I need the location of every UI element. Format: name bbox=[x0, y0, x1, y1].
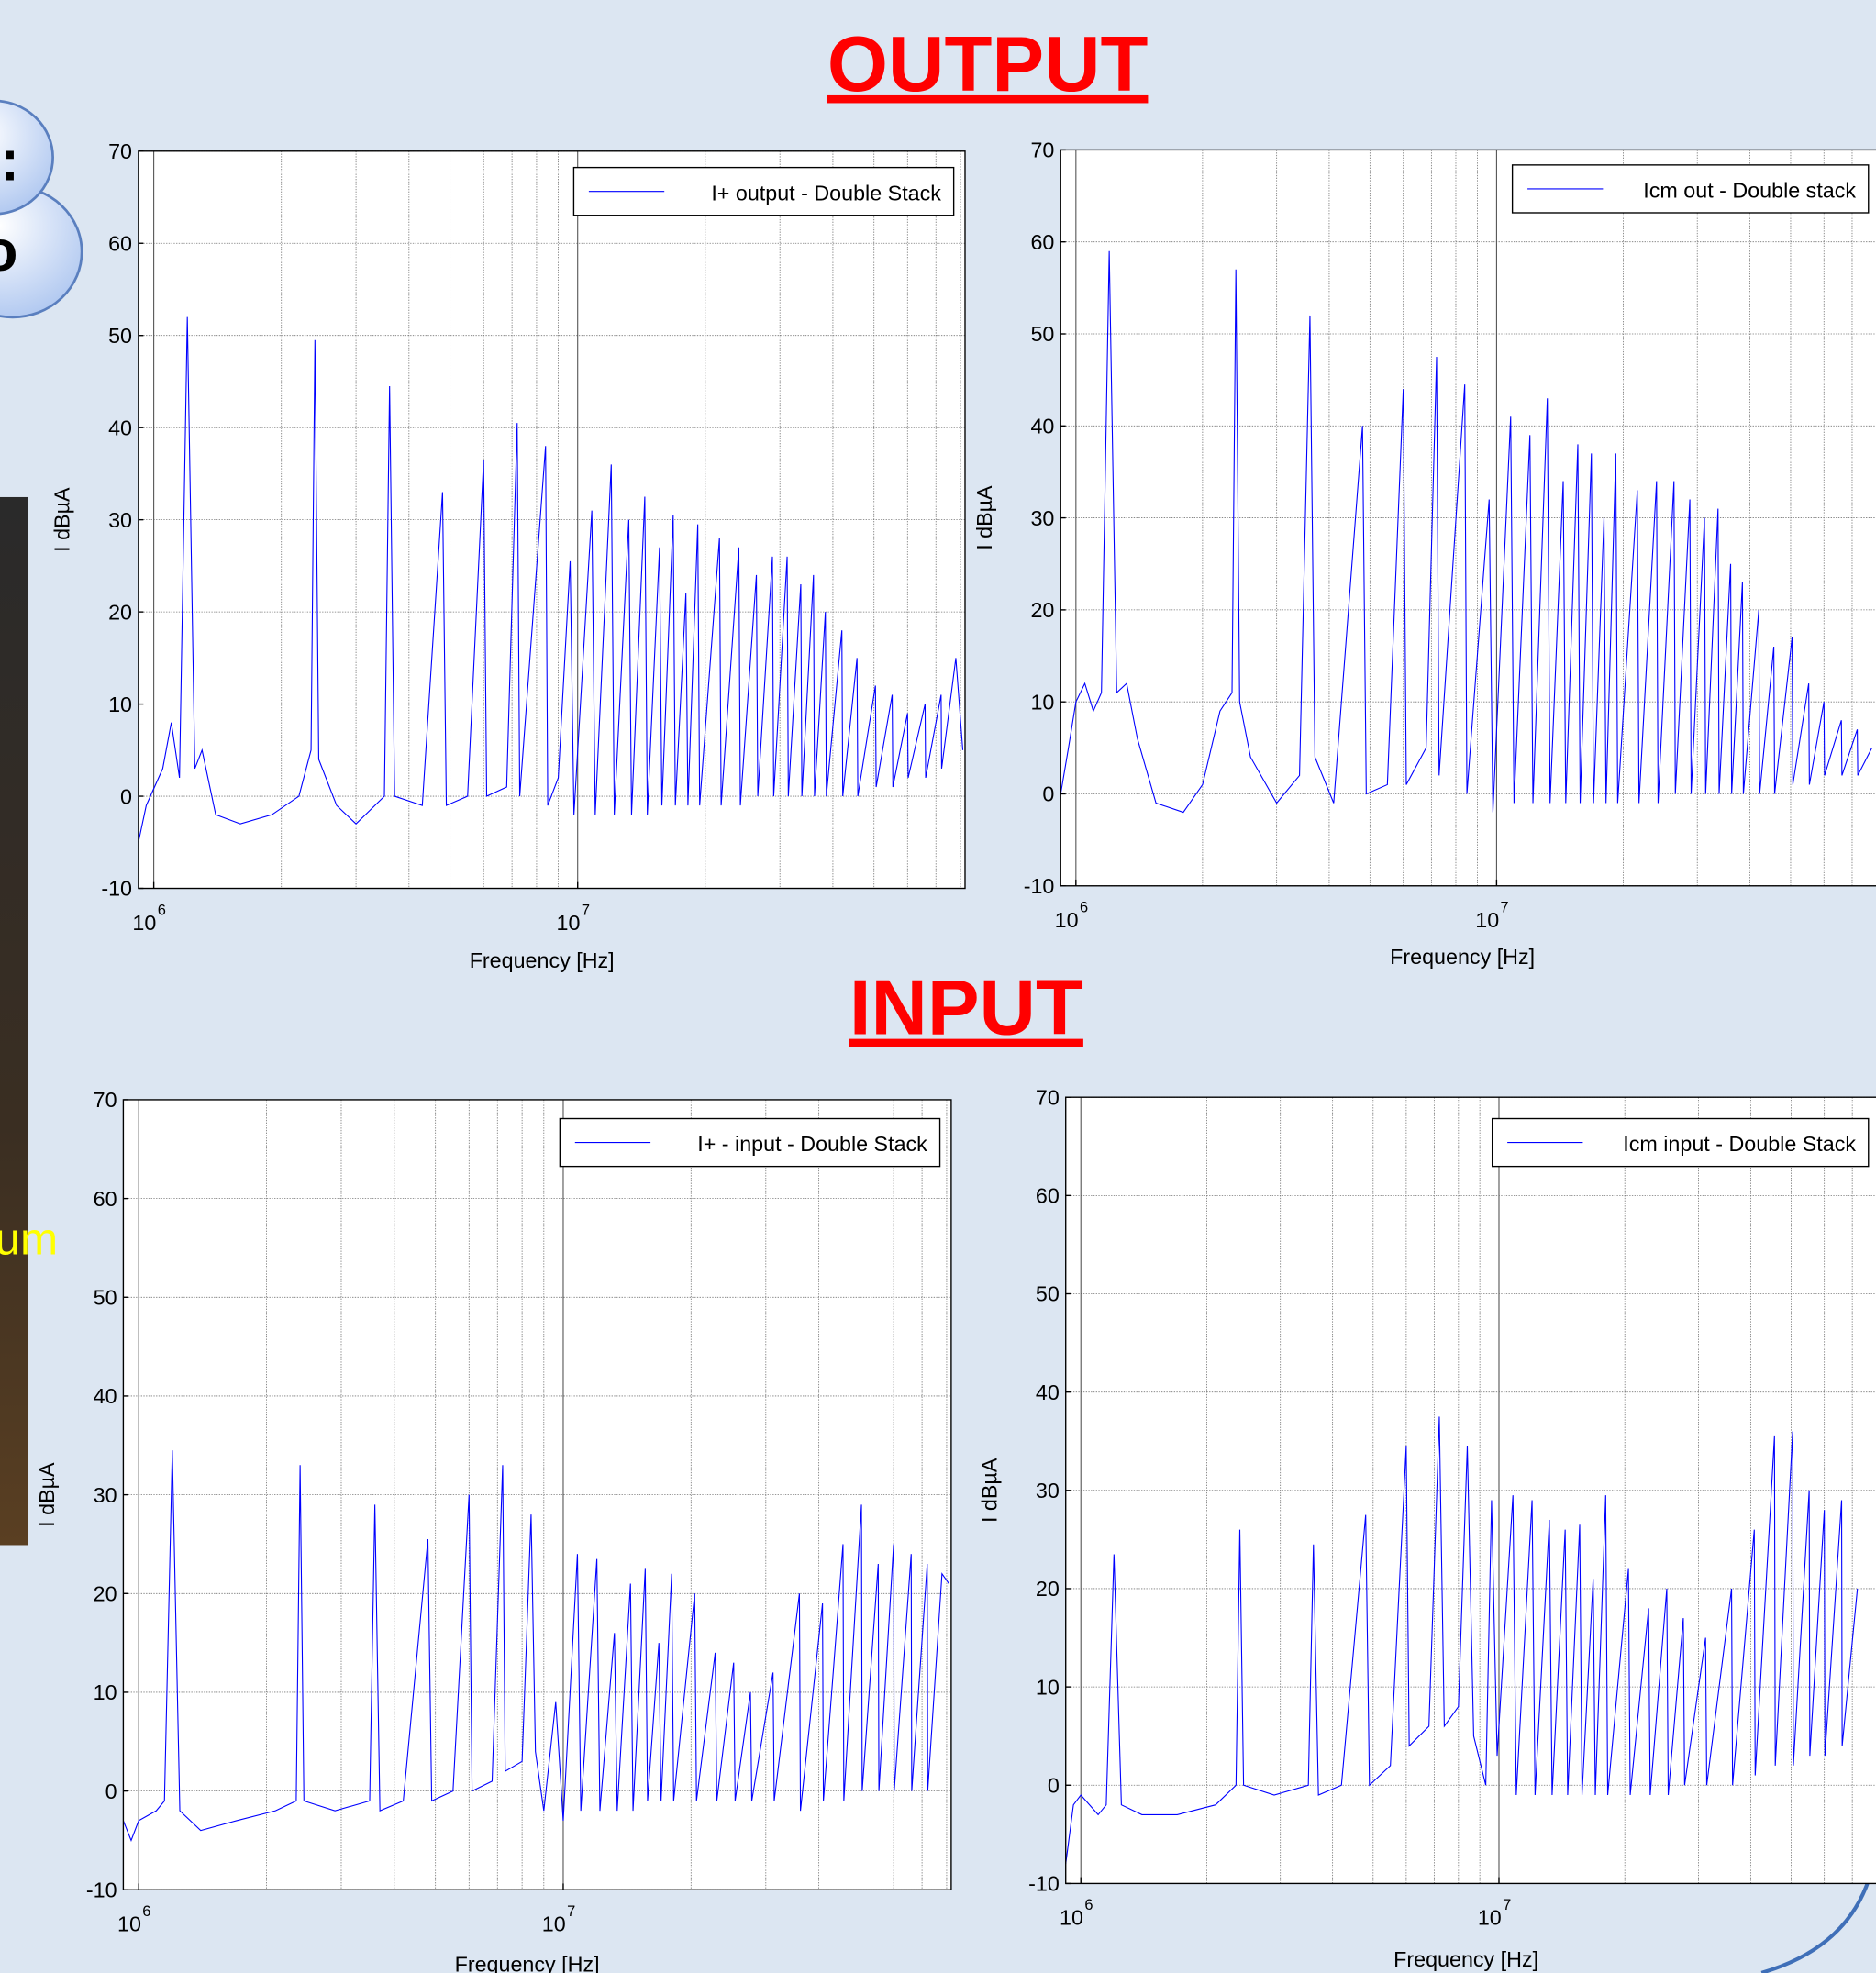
slide: : o um OUTPUT INPUT -1001020304050607010… bbox=[0, 0, 1876, 1973]
y-axis-label: I dBµA bbox=[977, 1458, 1001, 1523]
y-tick-label: 50 bbox=[108, 324, 132, 348]
x-tick-label: 10 bbox=[1478, 1906, 1502, 1930]
y-tick-label: 20 bbox=[108, 600, 132, 624]
x-tick-exponent: 6 bbox=[158, 902, 166, 918]
y-tick-label: 30 bbox=[1036, 1479, 1060, 1502]
legend-label: Icm input - Double Stack bbox=[1623, 1132, 1856, 1156]
y-tick-label: -10 bbox=[1028, 1872, 1060, 1896]
legend-label: I+ - input - Double Stack bbox=[697, 1132, 927, 1156]
photo bbox=[0, 497, 28, 1546]
x-tick-label: 10 bbox=[117, 1912, 141, 1936]
y-axis-label: I dBµA bbox=[35, 1462, 59, 1527]
y-tick-label: -10 bbox=[1024, 874, 1055, 898]
x-tick-label: 10 bbox=[132, 911, 156, 935]
y-tick-label: 30 bbox=[1030, 506, 1054, 530]
page: : o um OUTPUT INPUT -1001020304050607010… bbox=[0, 0, 1876, 1973]
y-tick-label: 40 bbox=[1036, 1380, 1060, 1404]
y-tick-label: 30 bbox=[108, 508, 132, 532]
y-tick-label: 40 bbox=[108, 416, 132, 439]
y-tick-label: 50 bbox=[94, 1286, 117, 1310]
y-tick-label: -10 bbox=[101, 877, 132, 901]
y-tick-label: 70 bbox=[1030, 139, 1054, 162]
y-tick-label: 10 bbox=[1030, 690, 1054, 714]
y-tick-label: 60 bbox=[1036, 1184, 1060, 1208]
x-tick-exponent: 6 bbox=[142, 1903, 150, 1920]
y-tick-label: 20 bbox=[1036, 1577, 1060, 1601]
y-tick-label: 10 bbox=[1036, 1675, 1060, 1699]
y-tick-label: 0 bbox=[105, 1779, 117, 1803]
output-title: OUTPUT bbox=[827, 21, 1149, 108]
x-tick-label: 10 bbox=[1060, 1906, 1083, 1930]
y-tick-label: 30 bbox=[94, 1483, 117, 1507]
x-tick-exponent: 6 bbox=[1080, 900, 1088, 916]
y-tick-label: 50 bbox=[1036, 1282, 1060, 1306]
y-axis-label: I dBµA bbox=[972, 485, 996, 550]
y-tick-label: 70 bbox=[94, 1088, 117, 1112]
y-tick-label: 10 bbox=[94, 1680, 117, 1704]
y-tick-label: 70 bbox=[108, 139, 132, 163]
x-tick-label: 10 bbox=[542, 1912, 566, 1936]
y-tick-label: -10 bbox=[86, 1879, 117, 1902]
y-tick-label: 60 bbox=[1030, 230, 1054, 254]
x-tick-label: 10 bbox=[557, 911, 581, 935]
y-tick-label: 50 bbox=[1030, 322, 1054, 346]
x-tick-exponent: 7 bbox=[567, 1903, 575, 1920]
x-tick-label: 10 bbox=[1475, 908, 1499, 932]
x-tick-exponent: 7 bbox=[1501, 900, 1509, 916]
legend-label: I+ output - Double Stack bbox=[711, 181, 941, 205]
y-tick-label: 60 bbox=[94, 1187, 117, 1211]
y-axis-label: I dBµA bbox=[50, 487, 73, 552]
x-axis-label: Frequency [Hz] bbox=[455, 1952, 600, 1973]
x-tick-exponent: 6 bbox=[1084, 1897, 1093, 1913]
x-tick-label: 10 bbox=[1055, 908, 1079, 932]
cloud-text: o bbox=[0, 219, 17, 283]
x-axis-label: Frequency [Hz] bbox=[470, 948, 615, 972]
x-axis-label: Frequency [Hz] bbox=[1390, 945, 1535, 969]
side-label: um bbox=[0, 1214, 58, 1265]
y-tick-label: 40 bbox=[94, 1384, 117, 1408]
y-tick-label: 70 bbox=[1036, 1085, 1060, 1109]
input-title: INPUT bbox=[849, 965, 1083, 1052]
y-tick-label: 0 bbox=[1042, 782, 1054, 806]
x-axis-label: Frequency [Hz] bbox=[1393, 1947, 1538, 1971]
cloud-text: : bbox=[0, 128, 19, 193]
y-tick-label: 40 bbox=[1030, 415, 1054, 438]
y-tick-label: 60 bbox=[108, 231, 132, 255]
x-tick-exponent: 7 bbox=[1503, 1897, 1511, 1913]
y-tick-label: 0 bbox=[1048, 1774, 1060, 1798]
y-tick-label: 20 bbox=[94, 1582, 117, 1606]
y-tick-label: 20 bbox=[1030, 598, 1054, 622]
legend-label: Icm out - Double stack bbox=[1643, 179, 1856, 203]
x-tick-exponent: 7 bbox=[582, 902, 590, 918]
y-tick-label: 0 bbox=[120, 784, 132, 808]
y-tick-label: 10 bbox=[108, 693, 132, 716]
